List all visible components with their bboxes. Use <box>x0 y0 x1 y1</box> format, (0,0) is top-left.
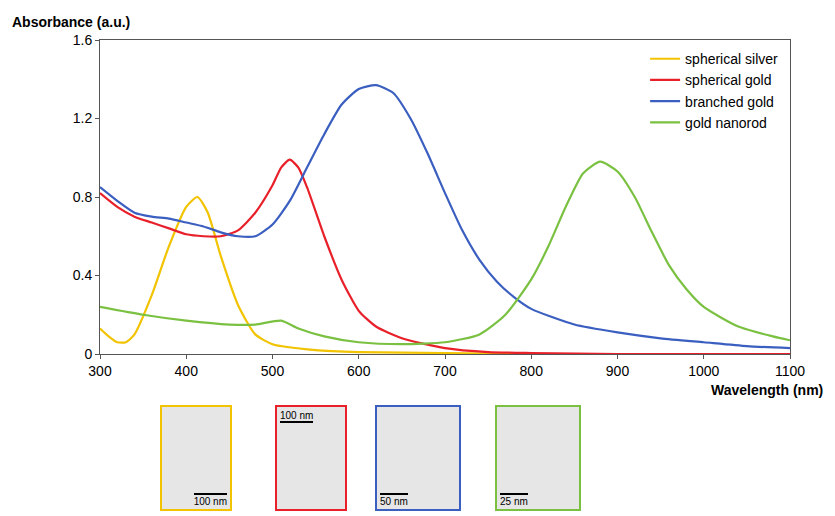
svg-text:spherical gold: spherical gold <box>685 72 771 88</box>
svg-text:900: 900 <box>606 363 630 379</box>
svg-text:1.6: 1.6 <box>73 32 93 48</box>
svg-text:gold nanorod: gold nanorod <box>685 115 767 131</box>
html-text:50 nm: 50 nm <box>380 496 408 507</box>
svg-text:1.2: 1.2 <box>73 110 93 126</box>
svg-text:1100: 1100 <box>775 363 805 379</box>
svg-text:0.8: 0.8 <box>73 189 93 205</box>
svg-text:0.4: 0.4 <box>73 267 93 283</box>
svg-text:300: 300 <box>88 363 112 379</box>
svg-text:branched gold: branched gold <box>685 94 774 110</box>
svg-text:0: 0 <box>84 346 92 362</box>
svg-text:Absorbance (a.u.): Absorbance (a.u.) <box>12 14 130 30</box>
html-text:25 nm: 25 nm <box>500 496 528 507</box>
svg-text:500: 500 <box>261 363 285 379</box>
svg-text:Wavelength (nm): Wavelength (nm) <box>711 382 823 398</box>
svg-text:600: 600 <box>347 363 371 379</box>
svg-text:1000: 1000 <box>688 363 719 379</box>
html-text:100 nm: 100 nm <box>193 496 227 507</box>
html-text:100 nm: 100 nm <box>280 410 314 421</box>
svg-text:spherical silver: spherical silver <box>685 51 778 67</box>
svg-text:400: 400 <box>175 363 199 379</box>
svg-text:700: 700 <box>433 363 457 379</box>
svg-text:800: 800 <box>520 363 544 379</box>
